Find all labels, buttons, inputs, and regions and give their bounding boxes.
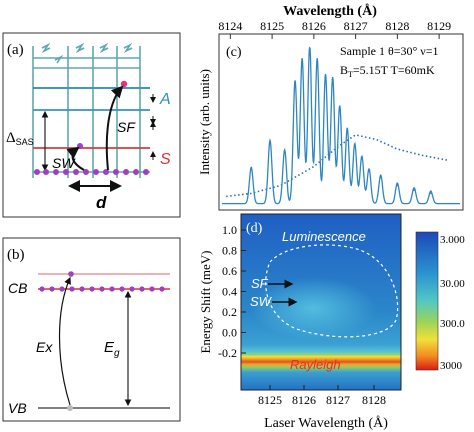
spectrum-peak — [429, 192, 432, 195]
ex-label: Ex — [36, 339, 53, 355]
vb-label: VB — [8, 400, 27, 416]
delta-symbol: Δ — [6, 130, 16, 146]
ex-arrow — [58, 276, 71, 406]
spectrum-line — [222, 46, 460, 205]
heatmap-glow — [250, 270, 390, 340]
top-tick-label: 8126 — [302, 19, 326, 33]
cb-label: CB — [8, 280, 27, 296]
panel-d-x-tick-label: 8127 — [326, 393, 350, 407]
annotation-line-1: Sample 1 θ=30° ν=1 — [340, 44, 439, 58]
annotation-rest: =5.15T T=60mK — [353, 63, 435, 77]
heatmap-frame — [240, 213, 402, 391]
annotation-b: B — [340, 63, 348, 77]
colorbar-tick-label: 300.0 — [440, 318, 465, 330]
spectrum-peak — [368, 170, 370, 173]
panel-d: (d) Luminescence SF SW Rayleigh Energy S… — [198, 213, 465, 431]
top-tick-label: 8128 — [385, 19, 409, 33]
spectrum-peak — [316, 59, 319, 62]
panel-d-y-tick-label: 0.2 — [222, 305, 237, 319]
spectrum-peak — [250, 168, 253, 171]
panel-d-ylabel: Energy Shift (meV) — [198, 250, 213, 353]
annotation-line-2: BT=5.15T T=60mK — [340, 63, 435, 79]
panel-d-label: (d) — [246, 221, 263, 236]
cb-electron-dots — [39, 271, 165, 292]
colorbar-ticks: 3.000 30.00 300.0 3000 — [440, 234, 465, 372]
delta-sas-label: ΔSAS — [6, 130, 34, 147]
panel-d-x-tick-label: 8125 — [258, 393, 282, 407]
d-label: d — [96, 193, 107, 212]
level-s-label: S — [160, 151, 171, 168]
annotation-b-subscript: T — [348, 70, 353, 79]
delta-subscript: SAS — [16, 137, 34, 147]
panel-a: (a) A S — [2, 32, 181, 218]
spectrum-peak — [331, 78, 334, 81]
panel-c: (c) Wavelength (Å) 8124 8125 8126 8127 8128 8… — [197, 3, 464, 211]
panel-d-y-tick-label: 0.4 — [222, 285, 237, 299]
panel-d-x-tick-label: 8126 — [292, 393, 316, 407]
sf-arrow — [105, 85, 124, 171]
sw-map-label: SW — [250, 294, 273, 309]
panel-c-ylabel: Intensity (arb. units) — [197, 69, 212, 175]
colorbar-tick-label: 3.000 — [440, 234, 465, 246]
panel-d-y-tick-label: 1.0 — [222, 223, 237, 237]
panel-d-y-tick-label: -0.2 — [218, 346, 237, 360]
panel-d-y-tick-label: 0.0 — [222, 326, 237, 340]
electron-dots — [34, 80, 149, 175]
eg-label: Eg — [104, 339, 120, 359]
spectrum-peak — [294, 81, 296, 84]
spectrum-peak — [338, 107, 341, 109]
sf-label: SF — [117, 119, 136, 135]
panel-d-y-tick-label: 0.6 — [222, 264, 237, 278]
spectrum-peak — [396, 184, 399, 187]
spectrum-peak — [413, 189, 415, 191]
spectrum-peak — [324, 75, 327, 78]
top-axis-ticks: 8124 8125 8126 8127 8128 8129 — [218, 19, 451, 39]
panel-a-label: (a) — [7, 42, 24, 58]
spectrum-peak — [346, 129, 349, 131]
spectrum-peak — [361, 157, 363, 160]
panel-b: (b) CB VB Ex Eg — [2, 237, 181, 422]
panel-d-x-ticks: 8125 8126 8127 8128 — [258, 385, 386, 407]
top-tick-label: 8125 — [260, 19, 284, 33]
spectrum-peak — [308, 47, 311, 49]
sf-map-label: SF — [251, 276, 269, 291]
top-axis-title: Wavelength (Å) — [283, 3, 377, 19]
top-tick-label: 8129 — [427, 19, 451, 33]
level-a-label: A — [159, 91, 171, 108]
eg-subscript: g — [114, 348, 120, 359]
hole-dot — [67, 405, 73, 411]
luminescence-dotted-line — [226, 134, 448, 198]
panel-b-label: (b) — [7, 247, 25, 263]
luminescence-label: Luminescence — [282, 229, 366, 244]
panel-d-x-tick-label: 8128 — [362, 393, 386, 407]
eg-symbol: E — [104, 339, 115, 356]
spectrum-peak — [269, 142, 271, 144]
colorbar — [415, 231, 439, 371]
panel-d-y-ticks: 1.0 0.8 0.6 0.4 0.2 0.0 -0.2 — [218, 223, 246, 360]
panel-d-xlabel: Laser Wavelength (Å) — [264, 415, 388, 431]
panel-d-y-tick-label: 0.8 — [222, 244, 237, 258]
top-tick-label: 8124 — [218, 19, 242, 33]
spectrum-peak — [379, 176, 382, 179]
colorbar-tick-label: 3000 — [440, 360, 463, 372]
spectrum-peak — [301, 59, 303, 62]
spectrum-peaks — [250, 47, 432, 195]
spectrum-peak — [283, 151, 286, 154]
sw-arrow — [66, 146, 85, 171]
rayleigh-label: Rayleigh — [290, 357, 341, 372]
panel-b-frame — [2, 237, 181, 422]
colorbar-tick-label: 30.00 — [440, 278, 465, 290]
sw-label: SW — [52, 155, 76, 171]
panel-c-label: (c) — [226, 45, 242, 60]
spectrum-peak — [353, 145, 356, 147]
top-tick-label: 8127 — [344, 19, 368, 33]
